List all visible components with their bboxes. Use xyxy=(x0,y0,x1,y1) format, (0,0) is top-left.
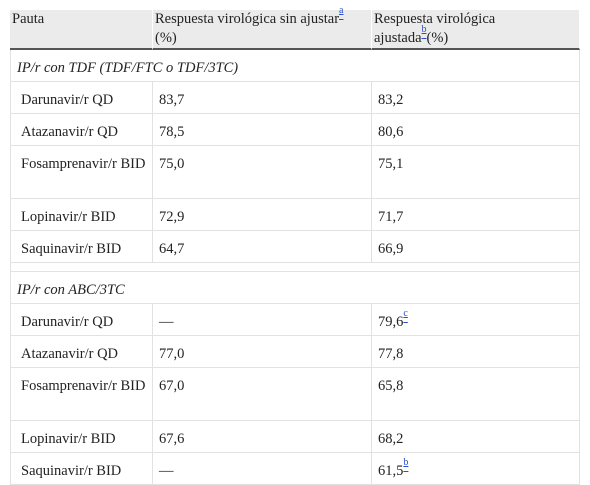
header-adjusted-label: Respuesta virológica xyxy=(374,11,496,27)
unadjusted-cell: 83,7 xyxy=(153,82,372,114)
regimen-label: Atazanavir/r QD xyxy=(21,124,119,140)
regimen-cell: Fosamprenavir/r BID xyxy=(10,146,153,199)
section-spacer xyxy=(10,263,580,272)
adjusted-cell: 71,7 xyxy=(372,199,580,231)
adjusted-cell: 80,6 xyxy=(372,114,580,146)
unadjusted-cell: — xyxy=(153,453,372,485)
table-row: Atazanavir/r QD 78,5 80,6 xyxy=(10,114,580,146)
regimen-cell: Atazanavir/r QD xyxy=(10,114,153,146)
header-unadjusted-unit: (%) xyxy=(155,30,177,46)
table-row: Lopinavir/r BID 67,6 68,2 xyxy=(10,421,580,453)
regimen-cell: Atazanavir/r QD xyxy=(10,336,153,368)
table-row: Lopinavir/r BID 72,9 71,7 xyxy=(10,199,580,231)
table-row: Darunavir/r QD 83,7 83,2 xyxy=(10,82,580,114)
footnote-b-link[interactable]: b xyxy=(403,457,409,468)
regimen-label: Lopinavir/r BID xyxy=(21,209,116,225)
regimen-cell: Lopinavir/r BID xyxy=(10,199,153,231)
table-row: Saquinavir/r BID — 61,5b xyxy=(10,453,580,485)
section-title: IP/r con TDF (TDF/FTC o TDF/3TC) xyxy=(10,50,580,82)
section-row: IP/r con ABC/3TC xyxy=(10,272,580,304)
unadjusted-cell: 78,5 xyxy=(153,114,372,146)
unadjusted-cell: 75,0 xyxy=(153,146,372,199)
adjusted-value: 61,5 xyxy=(378,463,404,479)
header-adjusted: Respuesta virológica ajustadab(%) xyxy=(372,10,580,50)
adjusted-cell: 79,6c xyxy=(372,304,580,336)
regimen-label: Lopinavir/r BID xyxy=(21,431,116,447)
header-regimen: Pauta xyxy=(10,10,153,50)
table-row: Fosamprenavir/r BID 67,0 65,8 xyxy=(10,368,580,421)
table-row: Darunavir/r QD — 79,6c xyxy=(10,304,580,336)
spacer-cell xyxy=(153,263,372,272)
header-regimen-label: Pauta xyxy=(12,11,45,27)
table-row: Saquinavir/r BID 64,7 66,9 xyxy=(10,231,580,263)
header-unadjusted: Respuesta virológica sin ajustara (%) xyxy=(153,6,372,50)
regimen-label: Darunavir/r QD xyxy=(21,92,114,108)
adjusted-cell: 68,2 xyxy=(372,421,580,453)
regimen-cell: Saquinavir/r BID xyxy=(10,231,153,263)
unadjusted-cell: — xyxy=(153,304,372,336)
regimen-label: Saquinavir/r BID xyxy=(21,241,122,257)
regimen-cell: Fosamprenavir/r BID xyxy=(10,368,153,421)
regimen-label: Fosamprenavir/r BID xyxy=(21,378,146,394)
adjusted-cell: 77,8 xyxy=(372,336,580,368)
adjusted-cell: 75,1 xyxy=(372,146,580,199)
header-adjusted-label-2: ajustada xyxy=(374,30,422,46)
virologic-response-table: Pauta Respuesta virológica sin ajustara (… xyxy=(10,6,580,485)
unadjusted-cell: 67,6 xyxy=(153,421,372,453)
section-title: IP/r con ABC/3TC xyxy=(10,272,580,304)
adjusted-value: 79,6 xyxy=(378,314,404,330)
unadjusted-cell: 67,0 xyxy=(153,368,372,421)
table-body: IP/r con TDF (TDF/FTC o TDF/3TC) Darunav… xyxy=(10,50,580,485)
regimen-label: Darunavir/r QD xyxy=(21,314,114,330)
regimen-cell: Saquinavir/r BID xyxy=(10,453,153,485)
table-row: Atazanavir/r QD 77,0 77,8 xyxy=(10,336,580,368)
adjusted-cell: 65,8 xyxy=(372,368,580,421)
regimen-label: Saquinavir/r BID xyxy=(21,463,122,479)
regimen-label: Atazanavir/r QD xyxy=(21,346,119,362)
footnote-a-link[interactable]: a xyxy=(339,5,344,16)
spacer-cell xyxy=(10,263,153,272)
header-unadjusted-label: Respuesta virológica sin ajustar xyxy=(155,11,340,27)
table-header: Pauta Respuesta virológica sin ajustara (… xyxy=(10,6,580,50)
unadjusted-cell: 77,0 xyxy=(153,336,372,368)
footnote-b-link[interactable]: b xyxy=(421,24,427,35)
footnote-c-link[interactable]: c xyxy=(403,308,408,319)
adjusted-cell: 83,2 xyxy=(372,82,580,114)
regimen-cell: Darunavir/r QD xyxy=(10,304,153,336)
adjusted-cell: 66,9 xyxy=(372,231,580,263)
unadjusted-cell: 72,9 xyxy=(153,199,372,231)
spacer-cell xyxy=(372,263,580,272)
regimen-cell: Lopinavir/r BID xyxy=(10,421,153,453)
unadjusted-cell: 64,7 xyxy=(153,231,372,263)
adjusted-cell: 61,5b xyxy=(372,453,580,485)
header-adjusted-unit: (%) xyxy=(426,30,449,46)
regimen-cell: Darunavir/r QD xyxy=(10,82,153,114)
regimen-label: Fosamprenavir/r BID xyxy=(21,156,146,172)
section-row: IP/r con TDF (TDF/FTC o TDF/3TC) xyxy=(10,50,580,82)
table-row: Fosamprenavir/r BID 75,0 75,1 xyxy=(10,146,580,199)
